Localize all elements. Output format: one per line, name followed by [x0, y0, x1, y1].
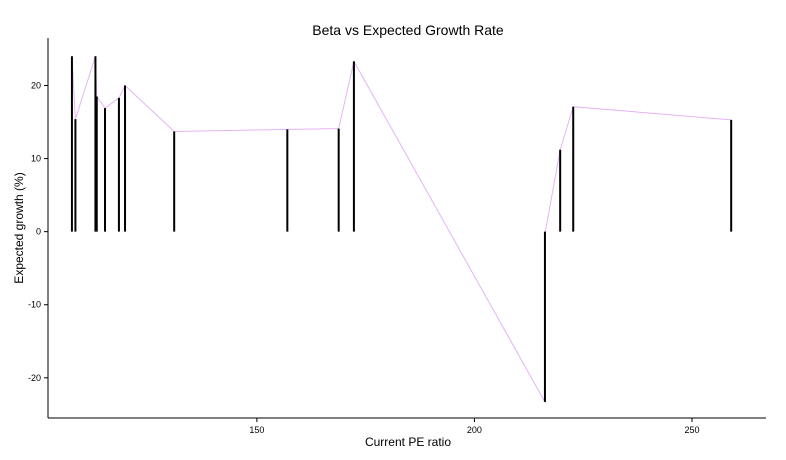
chart-marks	[70, 56, 733, 404]
x-tick-label: 200	[467, 425, 482, 435]
series-line	[71, 56, 732, 404]
y-tick-label: 0	[36, 227, 41, 237]
x-axis-label: Current PE ratio	[365, 435, 451, 449]
x-tick-label: 150	[249, 425, 264, 435]
y-tick-label: -10	[28, 300, 41, 310]
x-axis-ticks: 150 200 250	[249, 418, 700, 435]
y-tick-label: 20	[31, 81, 41, 91]
chart-title: Beta vs Expected Growth Rate	[312, 22, 504, 38]
y-axis-label: Expected growth (%)	[12, 172, 26, 283]
y-tick-label: 10	[31, 154, 41, 164]
y-axis-ticks: -20 -10 0 10 20	[28, 81, 48, 383]
y-tick-label: -20	[28, 373, 41, 383]
x-tick-label: 250	[685, 425, 700, 435]
